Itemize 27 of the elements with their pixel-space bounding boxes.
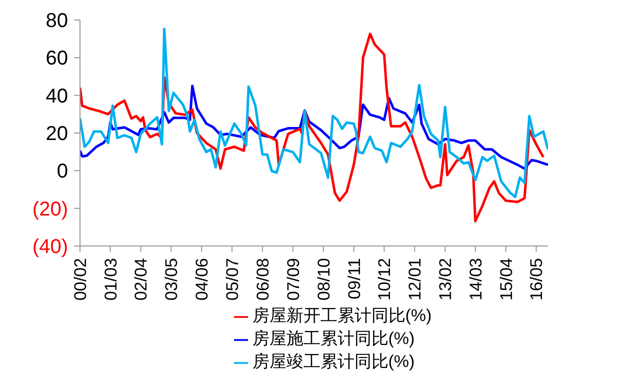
x-tick-label: 05/07 [223, 258, 242, 301]
x-tick-label: 16/05 [527, 258, 546, 301]
y-tick-label: 60 [46, 48, 68, 70]
x-tick-label: 04/06 [192, 258, 212, 301]
x-tick-label: 10/12 [375, 258, 394, 301]
line-series [80, 28, 548, 198]
y-tick-label: 0 [56, 160, 68, 183]
x-tick-label: 03/05 [162, 258, 182, 301]
x-tick-label: 02/04 [132, 258, 151, 301]
x-tick-label: 01/03 [101, 258, 120, 301]
x-tick-label: 00/02 [71, 258, 90, 301]
x-tick-label: 15/04 [496, 258, 516, 301]
x-tick-label: 08/10 [314, 258, 334, 301]
y-tick-label: 20 [46, 123, 68, 145]
legend-label: 房屋竣工累计同比(%) [252, 352, 415, 371]
x-tick-label: 06/08 [253, 258, 272, 301]
x-tick-label: 07/09 [284, 258, 303, 301]
y-tick-label: (40) [32, 236, 68, 258]
x-tick-label: 12/01 [406, 258, 425, 301]
legend-label: 房屋新开工累计同比(%) [252, 306, 432, 325]
legend-label: 房屋施工累计同比(%) [252, 329, 415, 348]
x-tick-label: 13/02 [436, 258, 456, 301]
y-tick-label: 40 [46, 85, 68, 108]
x-tick-label: 14/03 [466, 258, 486, 301]
x-tick-label: 09/11 [344, 258, 364, 300]
y-tick-label: (20) [32, 198, 68, 220]
y-tick-label: 80 [46, 10, 68, 32]
